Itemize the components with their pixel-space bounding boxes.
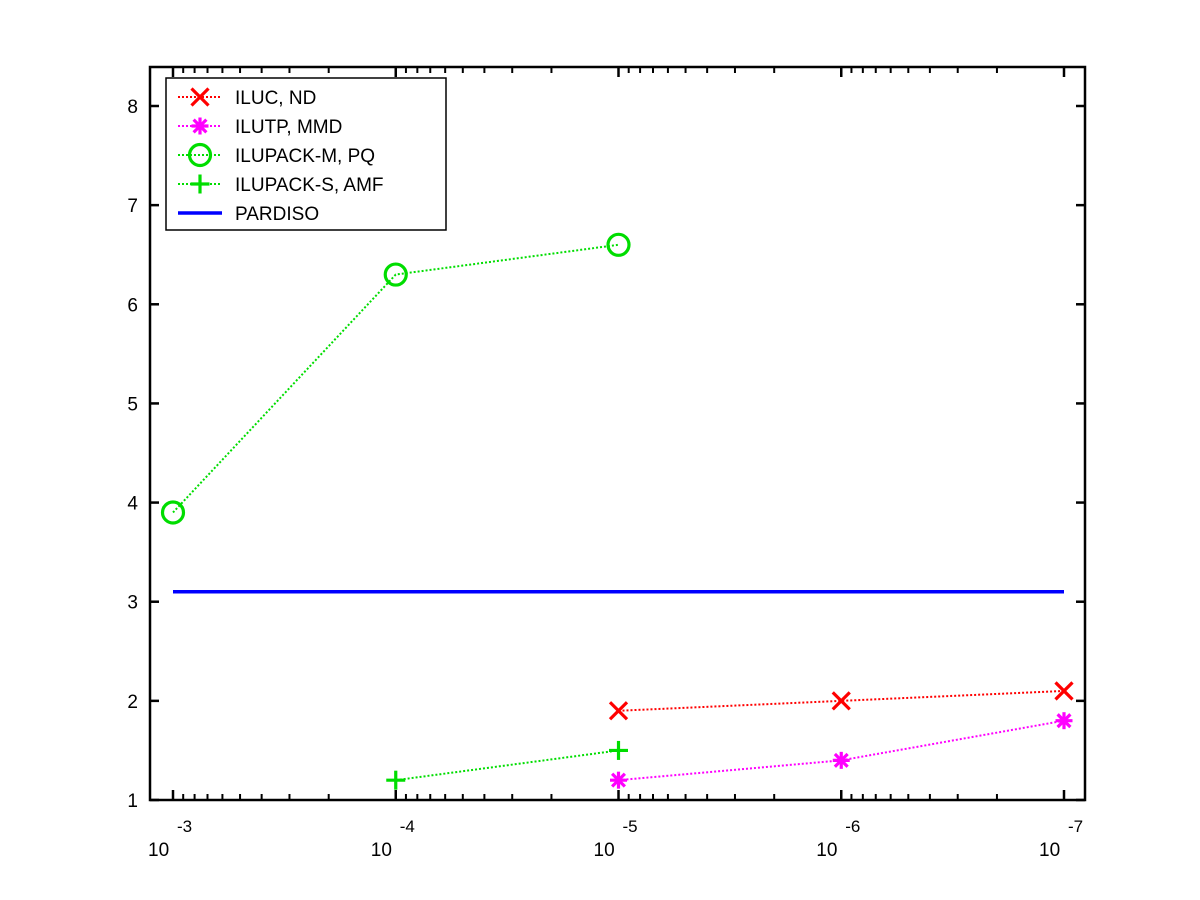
legend-label: PARDISO [235,204,319,225]
legend-label: ILUTP, MMD [235,117,342,138]
series-layer [160,232,1074,790]
legend: ILUC, ND ILUTP, MMD ILUPACK-M, PQ ILUPACK-S… [165,77,447,231]
series-3 [386,740,628,790]
legend-marker [190,174,210,194]
legend-box [165,77,447,231]
series-2 [160,232,631,525]
data-point [606,232,631,257]
data-point [832,751,850,769]
data-point [386,770,406,790]
y-tick-label: 2 [127,692,138,713]
y-tick-label: 7 [127,196,138,217]
y-tick-label: 5 [127,394,138,415]
x-tick-label-exponent: -7 [1068,817,1083,836]
data-point [1055,712,1073,730]
data-point [609,740,628,760]
legend-label: ILUPACK-S, AMF [235,175,384,196]
x-tick-label-base: 10 [148,840,169,861]
x-tick-label-base: 10 [594,840,615,861]
ticks: 1 2 3 4 5 6 7 8 10 -3 10 -4 10 -5 10 -6 10 -7 [127,67,1085,861]
data-point [608,701,629,721]
y-tick-label: 6 [127,295,138,316]
series-line [395,749,619,782]
y-tick-label: 3 [127,593,138,614]
x-tick-label-exponent: -3 [177,817,192,836]
legend-entry: ILUC, ND [178,87,316,109]
x-tick-label-base: 10 [1039,840,1060,861]
series-1 [610,712,1073,789]
y-tick-label: 1 [127,791,138,812]
legend-marker [190,87,210,107]
data-point [160,500,186,525]
legend-entry: ILUTP, MMD [178,117,342,138]
x-tick-label-exponent: -4 [400,817,415,836]
x-tick-label-exponent: -6 [845,817,860,836]
data-point [383,262,408,287]
legend-entry: PARDISO [178,204,319,225]
x-tick-label-exponent: -5 [623,817,638,836]
legend-entry: ILUPACK-M, PQ [178,142,375,168]
x-tick-label-base: 10 [816,840,837,861]
legend-label: ILUPACK-M, PQ [235,146,375,167]
series-line [172,243,619,514]
legend-marker [191,117,209,135]
series-0 [608,681,1074,721]
x-tick-label-base: 10 [371,840,392,861]
legend-marker [187,142,213,168]
data-point [1054,681,1074,701]
y-tick-label: 8 [127,97,138,118]
y-tick-label: 4 [127,494,138,515]
legend-entry: ILUPACK-S, AMF [178,174,384,196]
data-point [831,691,851,711]
legend-label: ILUC, ND [235,88,316,109]
data-point [610,771,627,789]
